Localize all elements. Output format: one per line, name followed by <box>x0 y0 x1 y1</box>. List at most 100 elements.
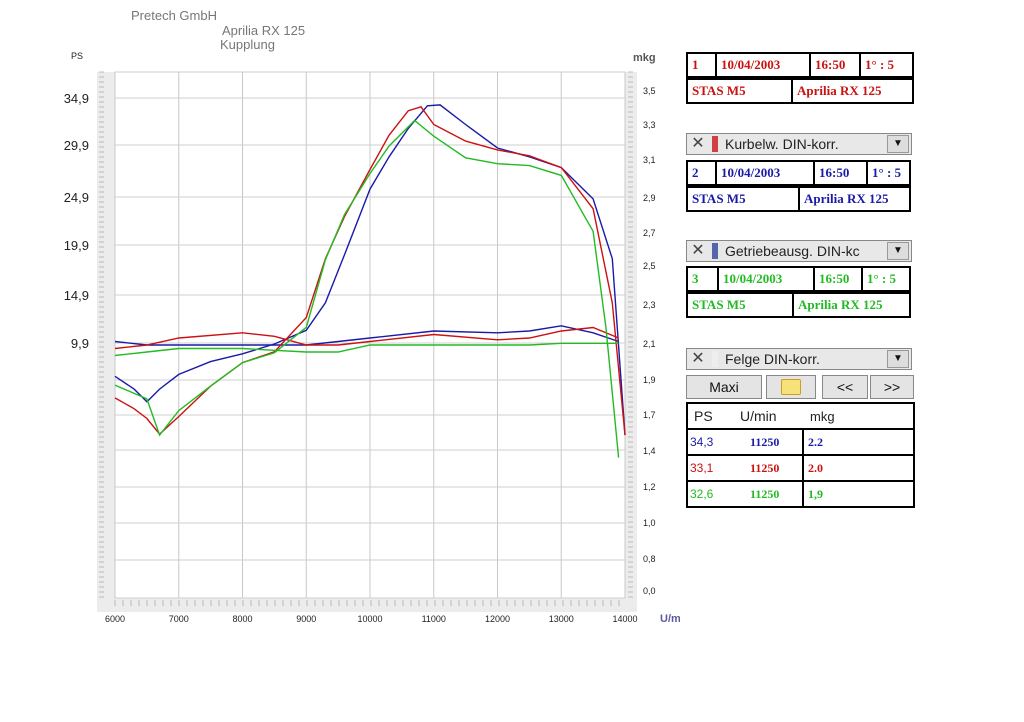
right-tick-label: 1,2 <box>643 482 656 492</box>
maxi-button[interactable]: Maxi <box>686 375 762 399</box>
right-tick-label: 3,3 <box>643 120 656 130</box>
color-swatch <box>712 243 718 259</box>
result-mkg: 2.0 <box>808 460 823 475</box>
results-row: 32,6 11250 1,9 <box>686 480 915 508</box>
right-tick-label: 2,5 <box>643 261 656 271</box>
run-vehicle: Aprilia RX 125 <box>798 188 913 210</box>
left-tick-label: 29,9 <box>64 138 89 153</box>
correction-select-1[interactable]: ✕ Kurbelw. DIN-korr. ▼ <box>686 133 912 155</box>
close-icon[interactable]: ✕ <box>691 242 705 259</box>
column-divider <box>802 482 804 506</box>
torque-curve-2 <box>114 326 619 350</box>
right-tick-label: 1,7 <box>643 410 656 420</box>
right-tick-label: 1,0 <box>643 518 656 528</box>
run-number: 3 <box>692 271 699 286</box>
run-time: 16:50 <box>809 54 859 76</box>
left-tick-label: 24,9 <box>64 190 89 205</box>
x-tick-label: 7000 <box>169 614 189 624</box>
run-1-info-row: 1 10/04/2003 16:50 1° : 5 <box>686 52 914 78</box>
result-ps: 33,1 <box>690 461 714 475</box>
run-time: 16:50 <box>813 268 861 290</box>
column-divider <box>802 430 804 454</box>
x-tick-label: 13000 <box>549 614 574 624</box>
correction-label: Getriebeausg. DIN-kc <box>725 243 860 259</box>
torque-curve-3 <box>114 342 619 357</box>
correction-label: Felge DIN-korr. <box>725 351 820 367</box>
curves <box>114 104 626 458</box>
run-time: 16:50 <box>813 162 866 184</box>
result-ps: 34,3 <box>690 435 714 449</box>
left-tick-label: 19,9 <box>64 238 89 253</box>
color-swatch <box>712 136 718 152</box>
right-tick-label: 3,5 <box>643 86 656 96</box>
close-icon[interactable]: ✕ <box>691 135 705 152</box>
run-date: 10/04/2003 <box>715 54 809 76</box>
right-axis-label: mkg <box>633 52 656 64</box>
run-test: STAS M5 <box>692 83 746 98</box>
run-number: 1 <box>692 57 699 72</box>
right-tick-label: 1,9 <box>643 375 656 385</box>
result-mkg: 1,9 <box>808 486 823 501</box>
chevron-down-icon[interactable]: ▼ <box>887 350 909 368</box>
run-3-info-row: 3 10/04/2003 16:50 1° : 5 <box>686 266 911 292</box>
x-tick-label: 8000 <box>232 614 252 624</box>
zoom-button[interactable] <box>766 375 816 399</box>
grid <box>114 72 626 599</box>
company-name: Pretech GmbH <box>131 8 217 23</box>
right-tick-label: 2,7 <box>643 228 656 238</box>
right-tick-label: 1,4 <box>643 446 656 456</box>
run-1-test-row: STAS M5 Aprilia RX 125 <box>686 78 914 104</box>
axis-ticks: 6000 7000 8000 9000 10000 11000 12000 13000 1400… <box>64 51 680 625</box>
right-tick-label: 3,1 <box>643 155 656 165</box>
chevron-down-icon[interactable]: ▼ <box>887 242 909 260</box>
prev-button[interactable]: << <box>822 375 868 399</box>
x-tick-label: 14000 <box>612 614 637 624</box>
right-tick-label: 0,8 <box>643 554 656 564</box>
right-tick-label: 2,9 <box>643 193 656 203</box>
x-axis-unit: U/min <box>660 613 680 625</box>
result-rpm: 11250 <box>750 486 780 501</box>
magnifier-icon <box>781 379 801 395</box>
x-tick-label: 9000 <box>296 614 316 624</box>
x-tick-label: 10000 <box>357 614 382 624</box>
right-tick-label: 2,1 <box>643 339 656 349</box>
next-button[interactable]: >> <box>870 375 914 399</box>
header-ps: PS <box>694 408 713 424</box>
run-3-test-row: STAS M5 Aprilia RX 125 <box>686 292 911 318</box>
run-2-test-row: STAS M5 Aprilia RX 125 <box>686 186 911 212</box>
correction-label: Kurbelw. DIN-korr. <box>725 136 839 152</box>
results-row: 33,1 11250 2.0 <box>686 454 915 482</box>
run-test: STAS M5 <box>692 191 746 206</box>
header-mkg: mkg <box>810 408 835 424</box>
run-ratio: 1° : 5 <box>861 268 913 290</box>
color-swatch <box>712 351 718 367</box>
right-tick-label: 0,0 <box>643 586 656 596</box>
subtitle: Kupplung <box>220 37 275 52</box>
power-curve-2 <box>114 105 626 436</box>
column-divider <box>802 456 804 480</box>
run-test: STAS M5 <box>692 297 746 312</box>
x-tick-label: 12000 <box>485 614 510 624</box>
run-ratio: 1° : 5 <box>866 162 913 184</box>
result-ps: 32,6 <box>690 487 714 501</box>
dyno-chart: 6000 7000 8000 9000 10000 11000 12000 13000 1400… <box>64 51 680 625</box>
chevron-down-icon[interactable]: ▼ <box>887 135 909 153</box>
power-curve-3 <box>114 119 620 458</box>
right-tick-label: 2,3 <box>643 300 656 310</box>
correction-select-3[interactable]: ✕ Felge DIN-korr. ▼ <box>686 348 912 370</box>
run-2-info-row: 2 10/04/2003 16:50 1° : 5 <box>686 160 911 186</box>
x-tick-label: 11000 <box>422 614 446 624</box>
result-rpm: 11250 <box>750 460 780 475</box>
run-ratio: 1° : 5 <box>859 54 916 76</box>
vehicle-title: Aprilia RX 125 <box>222 23 306 38</box>
left-axis-label: PS <box>71 51 83 61</box>
run-date: 10/04/2003 <box>715 162 813 184</box>
left-tick-label: 14,9 <box>64 288 89 303</box>
close-icon[interactable]: ✕ <box>691 350 705 367</box>
correction-select-2[interactable]: ✕ Getriebeausg. DIN-kc ▼ <box>686 240 912 262</box>
result-rpm: 11250 <box>750 434 780 449</box>
result-mkg: 2.2 <box>808 434 823 449</box>
left-tick-label: 34,9 <box>64 91 89 106</box>
run-date: 10/04/2003 <box>717 268 813 290</box>
torque-curve-1 <box>114 325 619 346</box>
